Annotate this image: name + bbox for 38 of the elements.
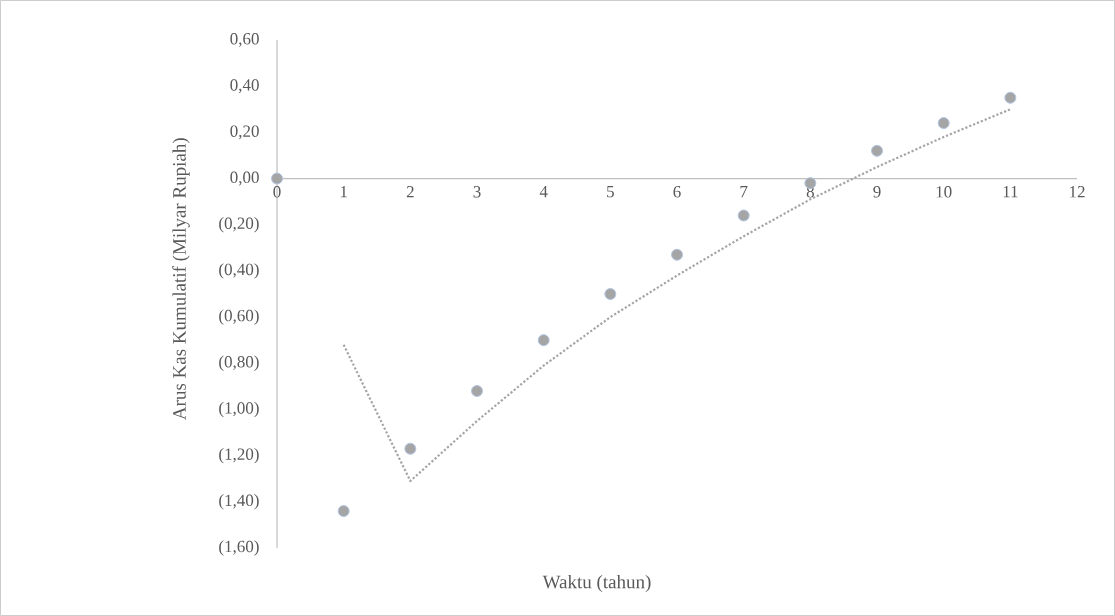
point [604,288,617,300]
x-tick-label: 2 [406,186,414,198]
x-tick-label: 1 [340,186,347,198]
point [804,177,817,190]
y-tick-label: 0,20 [230,125,259,140]
point [937,117,950,130]
y-tick-label: (0,20) [219,217,259,233]
point [404,442,417,455]
y-tick-label: 0,00 [230,171,259,186]
x-tick-label: 12 [1070,186,1085,198]
point [871,144,884,157]
y-tick-label: (1,60) [219,540,259,556]
x-tick-label: 4 [539,186,548,198]
x-tick-label: 10 [936,186,952,198]
y-tick-label: (0,40) [219,263,259,279]
x-axis-title: Waktu (tahun) [542,574,651,593]
x-tick-label: 9 [873,186,881,198]
y-tick-label: (0,80) [219,355,259,371]
point [337,505,350,518]
point [537,334,550,347]
point [471,384,483,397]
point [737,209,750,222]
y-tick-label: (0,60) [219,309,259,325]
y-tick-label: 0,40 [230,79,259,94]
x-tick-label: 0 [273,186,281,198]
x-tick-label: 6 [673,186,681,198]
x-tick-label: 11 [1003,186,1018,198]
point [271,172,283,185]
x-tick-label: 7 [740,186,748,198]
y-tick-label: (1,20) [219,447,259,464]
y-tick-label: 0,60 [230,33,259,47]
point [1004,91,1017,104]
point [671,248,684,261]
x-tick-label: 5 [607,186,614,198]
y-axis-title: Arus Kas Kumulatif (Milyar Rupiah) [172,138,190,420]
y-tick-label: (1,00) [219,401,259,418]
x-tick-label: 3 [473,186,481,198]
y-tick-label: (1,40) [219,494,259,510]
